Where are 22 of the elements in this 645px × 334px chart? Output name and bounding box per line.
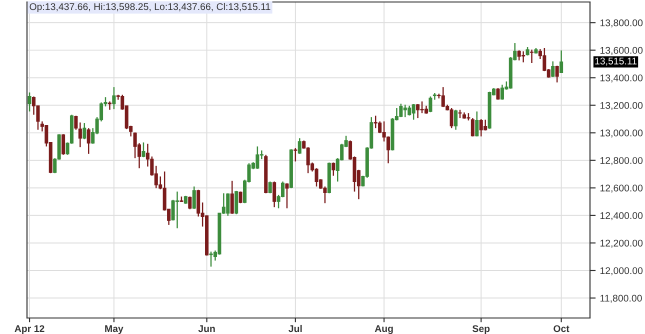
- y-tick-label: 13,800.00: [600, 19, 643, 28]
- y-tick-label: 12,600.00: [600, 184, 643, 193]
- candlestick: [530, 49, 534, 64]
- x-tick-label: Sep: [472, 325, 490, 334]
- x-tick-label: Apr 12: [14, 325, 44, 334]
- y-tick-label: 13,200.00: [600, 102, 643, 110]
- text: 13,515.11: [595, 58, 637, 66]
- x-tick-label: Oct: [554, 325, 570, 332]
- annotation: Op:13,437.66, Hi:13,598.25, Lo:13,437.66, Cl:13,515.11: [30, 2, 270, 12]
- y-tick-label: 12,000.00: [600, 267, 643, 276]
- x-tick-label: Jul: [288, 324, 302, 332]
- candlestick: [209, 251, 213, 268]
- y-tick-label: 13,600.00: [600, 46, 643, 55]
- x-tick-label: May: [105, 325, 124, 334]
- y-tick-label: 12,200.00: [600, 240, 643, 248]
- y-tick-label: 13,400.00: [600, 74, 643, 82]
- y-tick-label: 13,000.00: [600, 130, 643, 138]
- x-tick-label: Aug: [374, 325, 393, 334]
- y-tick-label: 12,400.00: [600, 212, 643, 220]
- y-tick-label: 12,800.00: [600, 157, 643, 166]
- x-tick-label: Jun: [198, 325, 215, 332]
- y-tick-label: 11,800.00: [600, 294, 642, 303]
